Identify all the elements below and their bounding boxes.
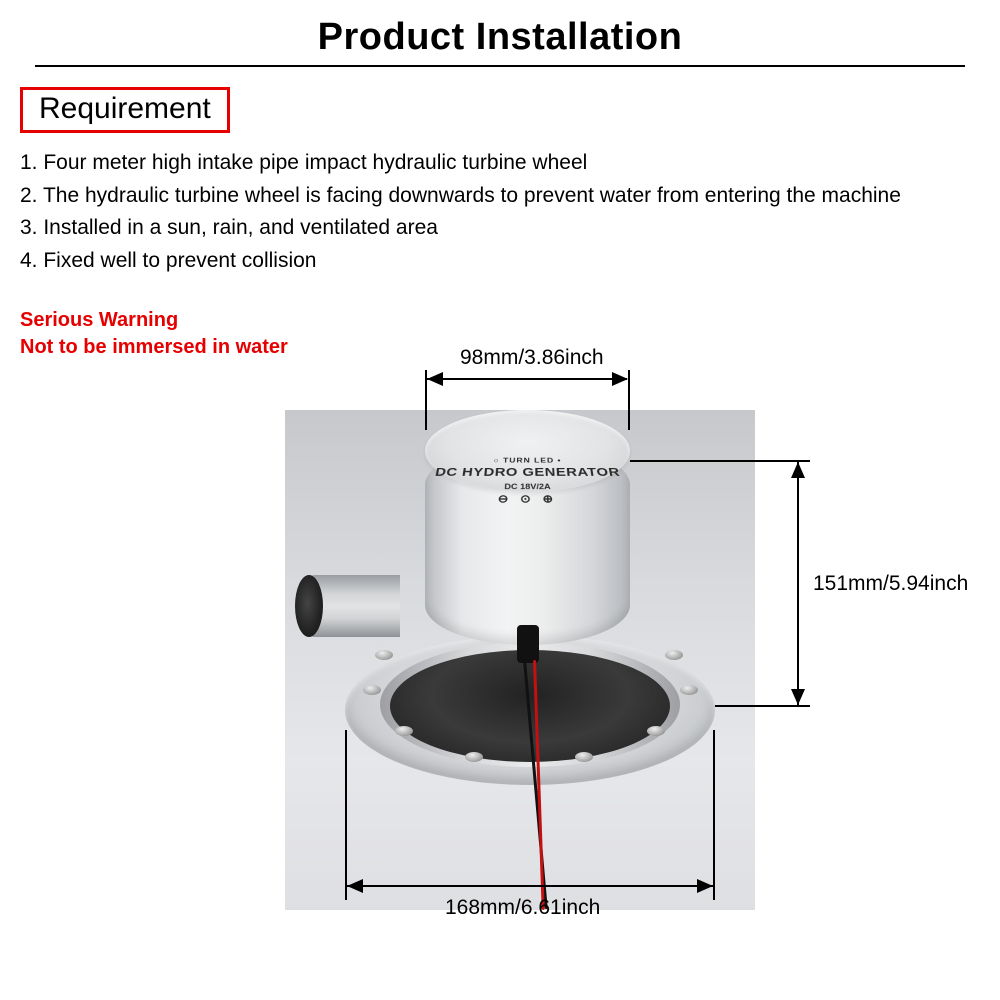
page-title: Product Installation	[0, 0, 1000, 59]
bolt-icon	[363, 685, 381, 695]
bolt-icon	[647, 726, 665, 736]
generator-spec: DC 18V/2A	[422, 482, 632, 490]
bolt-icon	[395, 726, 413, 736]
warning-line: Serious Warning	[20, 307, 1000, 334]
dim-line	[347, 885, 713, 887]
dim-extension	[628, 370, 630, 430]
inlet-pipe-end	[295, 575, 323, 637]
dim-top-width: 98mm/3.86inch	[460, 346, 604, 370]
requirement-item: 3. Installed in a sun, rain, and ventila…	[20, 212, 1000, 245]
generator-name: DC HYDRO GENERATOR	[425, 466, 630, 479]
dim-line	[427, 378, 627, 380]
turn-led-label: ○ TURN LED •	[429, 457, 627, 464]
arrow-right-icon	[697, 879, 713, 893]
title-underline	[35, 65, 965, 67]
arrow-up-icon	[791, 462, 805, 478]
dim-extension	[715, 705, 810, 707]
requirement-item: 4. Fixed well to prevent collision	[20, 245, 1000, 278]
requirement-item: 2. The hydraulic turbine wheel is facing…	[20, 180, 1000, 213]
generator-label-group: ○ TURN LED • DC HYDRO GENERATOR DC 18V/2…	[419, 457, 636, 505]
dim-line	[797, 462, 799, 705]
arrow-down-icon	[791, 689, 805, 705]
bolt-icon	[665, 650, 683, 660]
dim-extension	[630, 460, 810, 462]
dim-base-width: 168mm/6.61inch	[445, 896, 600, 920]
dim-side-height: 151mm/5.94inch	[813, 572, 968, 596]
bolt-icon	[375, 650, 393, 660]
generator-polarity: ⊖ ⊙ ⊕	[419, 493, 636, 506]
requirement-list: 1. Four meter high intake pipe impact hy…	[20, 147, 1000, 277]
requirement-heading: Requirement	[20, 87, 230, 133]
arrow-left-icon	[427, 372, 443, 386]
bolt-icon	[575, 752, 593, 762]
product-diagram: ○ TURN LED • DC HYDRO GENERATOR DC 18V/2…	[285, 350, 785, 940]
dim-extension	[713, 730, 715, 900]
dim-extension	[345, 730, 347, 900]
bolt-icon	[465, 752, 483, 762]
bolt-icon	[680, 685, 698, 695]
arrow-left-icon	[347, 879, 363, 893]
requirement-item: 1. Four meter high intake pipe impact hy…	[20, 147, 1000, 180]
arrow-right-icon	[612, 372, 628, 386]
cable-connector	[517, 625, 539, 663]
